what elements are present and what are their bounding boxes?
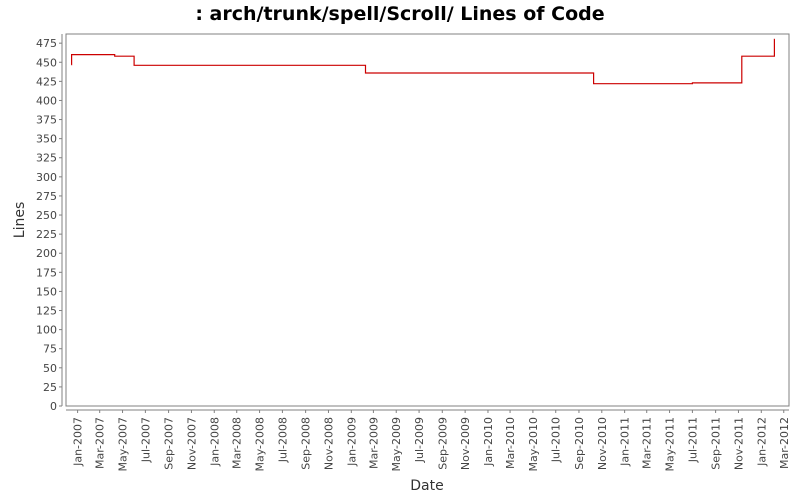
x-tick-label: Nov-2009 (459, 417, 472, 470)
x-tick-label: May-2007 (117, 417, 130, 472)
y-tick-label: 175 (36, 266, 57, 279)
y-tick-label: 275 (36, 190, 57, 203)
x-tick-label: Nov-2008 (322, 417, 335, 470)
x-tick-label: Mar-2007 (94, 417, 107, 469)
y-tick-label: 325 (36, 152, 57, 165)
y-tick-label: 350 (36, 133, 57, 146)
x-tick-label: Nov-2011 (732, 417, 745, 470)
y-tick-label: 400 (36, 94, 57, 107)
plot-area (65, 33, 790, 407)
series-line (71, 38, 775, 85)
x-tick-label: May-2010 (527, 417, 540, 472)
series-layer (71, 38, 775, 85)
y-tick-label: 250 (36, 209, 57, 222)
y-tick-label: 100 (36, 324, 57, 337)
x-tick-label: Jul-2008 (276, 417, 289, 463)
chart-title: : arch/trunk/spell/Scroll/ Lines of Code (195, 3, 604, 25)
x-tick-label: May-2009 (390, 417, 403, 472)
y-tick-label: 200 (36, 247, 57, 260)
x-tick-label: Mar-2008 (231, 417, 244, 469)
y-tick-label: 75 (43, 343, 57, 356)
x-tick-label: May-2008 (254, 417, 267, 472)
x-tick-label: Sep-2009 (436, 417, 449, 470)
y-tick-label: 225 (36, 228, 57, 241)
x-tick-label: Jul-2007 (139, 417, 152, 463)
y-tick-label: 375 (36, 114, 57, 127)
x-tick-label: Jan-2008 (208, 417, 221, 467)
x-tick-label: Mar-2012 (778, 417, 791, 469)
x-tick-label: Jul-2011 (686, 417, 699, 463)
y-tick-label: 425 (36, 75, 57, 88)
x-tick-label: May-2011 (664, 417, 677, 472)
y-axis: 0 25 50 75 100 125 150 175 200 225 250 275 300 325 350… (36, 34, 63, 413)
x-tick-label: Mar-2009 (367, 417, 380, 469)
y-axis-label: Lines (12, 202, 28, 238)
x-tick-label: Jan-2011 (619, 417, 632, 467)
x-axis: Jan-2007 Mar-2007 May-2007 Jul-2007 Sep-2007… (66, 409, 791, 472)
x-tick-label: Sep-2008 (300, 417, 313, 470)
x-tick-label: Sep-2010 (573, 417, 586, 470)
x-tick-label: Jul-2010 (550, 417, 563, 463)
y-tick-label: 150 (36, 285, 57, 298)
y-tick-label: 125 (36, 305, 57, 318)
x-tick-label: Sep-2007 (163, 417, 176, 470)
x-tick-label: Mar-2010 (504, 417, 517, 469)
y-tick-label: 25 (43, 381, 57, 394)
x-tick-label: Sep-2011 (710, 417, 723, 470)
x-tick-label: Nov-2010 (596, 417, 609, 470)
x-tick-label: Nov-2007 (185, 417, 198, 470)
x-tick-label: Jan-2012 (755, 417, 768, 467)
y-tick-label: 475 (36, 37, 57, 50)
x-tick-label: Jan-2009 (345, 417, 358, 467)
x-tick-label: Jul-2009 (413, 417, 426, 463)
y-tick-label: 450 (36, 56, 57, 69)
x-axis-label: Date (410, 478, 443, 494)
y-tick-label: 50 (43, 362, 57, 375)
x-tick-label: Mar-2011 (641, 417, 654, 469)
x-tick-label: Jan-2007 (72, 417, 85, 467)
y-tick-label: 0 (50, 400, 57, 413)
x-tick-label: Jan-2010 (482, 417, 495, 467)
y-tick-label: 300 (36, 171, 57, 184)
